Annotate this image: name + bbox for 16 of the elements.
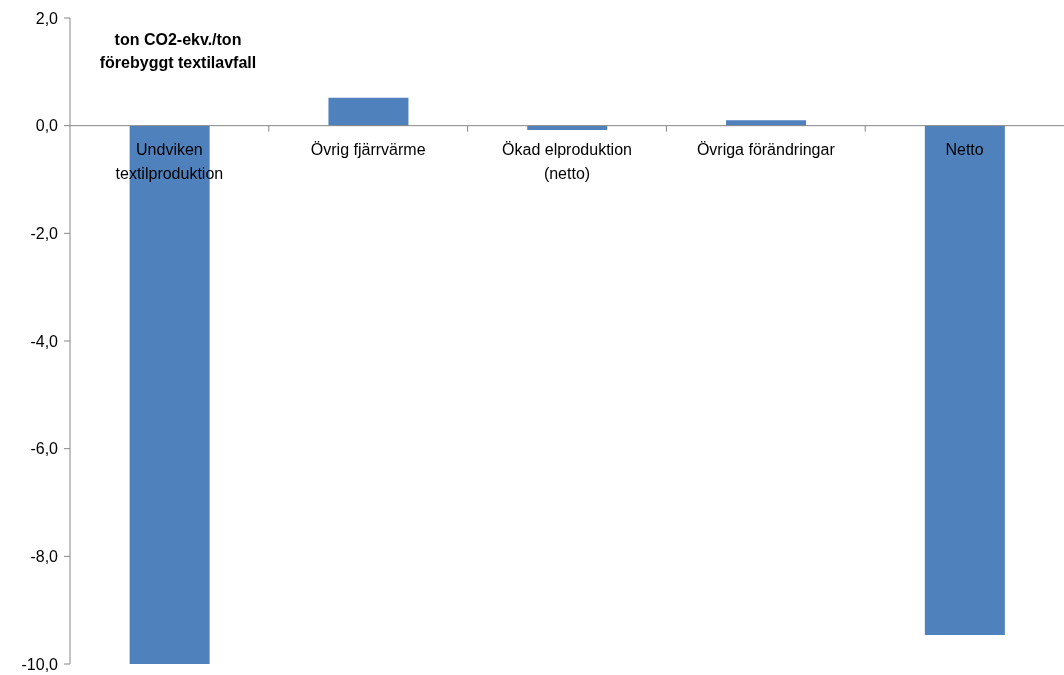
x-tick-label: Ökad elproduktion (netto): [502, 141, 632, 183]
y-tick-label: -2,0: [30, 225, 59, 243]
y-tick-label: 0,0: [35, 117, 59, 135]
y-axis-title: ton CO2-ekv./ton förebyggt textilavfall: [99, 31, 257, 72]
y-tick-label: -8,0: [30, 548, 59, 566]
y-tick-label: -4,0: [30, 332, 59, 350]
y-tick-label: 2,0: [35, 9, 59, 27]
bar: [924, 125, 1005, 635]
y-tick-label: -10,0: [21, 655, 59, 673]
x-tick-label: Netto: [945, 141, 984, 159]
bar: [527, 125, 608, 130]
bar: [328, 97, 409, 126]
x-tick-label: Övriga förändringar: [696, 141, 836, 159]
y-tick-label: -6,0: [30, 440, 59, 458]
x-tick-label: Övrig fjärrvärme: [310, 141, 426, 159]
bar: [726, 120, 807, 126]
